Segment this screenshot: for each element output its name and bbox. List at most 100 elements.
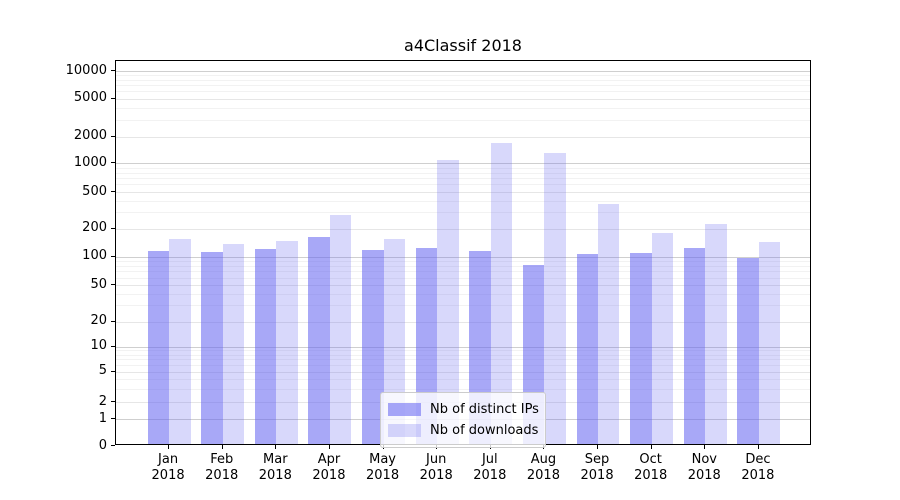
y-tick-label: 10000 [65, 62, 107, 78]
y-gridline [116, 163, 810, 165]
y-tick-label: 500 [82, 183, 107, 199]
y-gridline-minor [116, 388, 810, 390]
y-tick-label: 200 [82, 220, 107, 236]
y-tick-label: 5000 [73, 90, 107, 106]
bar-downloads-jan [169, 239, 191, 444]
bar-distinct-ips-dec [737, 258, 759, 444]
y-tick-mark [111, 401, 115, 402]
y-tick-label: 0 [98, 437, 107, 453]
y-tick-label: 1 [98, 410, 107, 426]
y-gridline-minor [116, 79, 810, 81]
y-tick-mark [111, 284, 115, 285]
y-gridline [116, 321, 810, 323]
y-gridline [116, 228, 810, 230]
x-tick-label-mar: Mar 2018 [258, 452, 292, 483]
x-tick-label-may: May 2018 [366, 452, 400, 483]
x-tick-mark [221, 445, 223, 449]
y-gridline-minor [116, 172, 810, 174]
y-gridline-minor [116, 260, 810, 262]
y-tick-label: 50 [90, 276, 107, 292]
y-tick-mark [111, 345, 115, 347]
x-tick-mark [704, 445, 706, 449]
y-gridline-minor [116, 119, 810, 121]
y-tick-mark [111, 227, 115, 229]
x-tick-label-oct: Oct 2018 [634, 452, 668, 483]
legend-label-downloads: Nb of downloads [430, 423, 539, 438]
bar-downloads-nov [705, 224, 727, 444]
x-tick-label-nov: Nov 2018 [687, 452, 721, 483]
y-gridline [116, 192, 810, 193]
bar-distinct-ips-oct [630, 252, 652, 444]
y-gridline-minor [116, 212, 810, 214]
y-tick-label: 2000 [73, 128, 107, 143]
y-tick-mark [111, 191, 115, 192]
y-tick-mark [111, 320, 115, 322]
plot-area: Nb of distinct IPs Nb of downloads [115, 60, 811, 448]
x-tick-mark [328, 445, 330, 449]
x-tick-mark [757, 445, 759, 449]
bar-downloads-jul [490, 142, 513, 444]
y-gridline [116, 371, 810, 373]
y-tick-mark [111, 70, 115, 71]
y-gridline-minor [116, 265, 810, 267]
x-tick-mark [275, 445, 277, 449]
bar-downloads-oct [651, 233, 674, 444]
y-gridline-minor [116, 178, 810, 180]
bar-downloads-dec [758, 241, 781, 444]
legend-label-distinct-ips: Nb of distinct IPs [430, 402, 539, 417]
y-gridline [116, 256, 810, 258]
y-tick-label: 100 [82, 248, 107, 263]
legend: Nb of distinct IPs Nb of downloads [380, 392, 546, 448]
y-gridline-minor [116, 359, 810, 361]
y-tick-mark [111, 445, 115, 446]
y-gridline-minor [116, 350, 810, 352]
y-gridline-minor [116, 167, 810, 169]
y-gridline-minor [116, 200, 810, 202]
x-tick-mark [650, 445, 652, 449]
y-gridline [116, 136, 810, 138]
y-tick-label: 20 [90, 313, 107, 329]
bar-distinct-ips-nov [683, 247, 706, 444]
y-gridline-minor [116, 354, 810, 356]
y-gridline-minor [116, 293, 810, 295]
y-gridline-minor [116, 85, 810, 87]
y-gridline-minor [116, 91, 810, 93]
y-tick-mark [111, 418, 115, 419]
x-tick-label-jan: Jan 2018 [151, 452, 185, 483]
bar-downloads-mar [276, 240, 298, 444]
y-tick-mark [111, 255, 115, 257]
y-gridline [116, 285, 810, 286]
y-gridline-minor [116, 305, 810, 307]
legend-swatch-distinct-ips [388, 403, 421, 416]
legend-item-downloads: Nb of downloads [388, 420, 539, 441]
y-gridline-minor [116, 271, 810, 273]
x-tick-label-sep: Sep 2018 [580, 452, 614, 483]
x-tick-label-jul: Jul 2018 [473, 452, 507, 483]
y-tick-label: 1000 [73, 154, 107, 170]
x-tick-label-feb: Feb 2018 [205, 452, 239, 483]
x-tick-label-aug: Aug 2018 [526, 452, 560, 483]
bar-downloads-apr [329, 215, 352, 444]
y-gridline-minor [116, 277, 810, 279]
bar-downloads-aug [544, 153, 566, 444]
y-tick-mark [111, 370, 115, 372]
y-tick-label: 10 [90, 338, 107, 354]
x-tick-label-apr: Apr 2018 [312, 452, 346, 483]
chart-title: a4Classif 2018 [404, 36, 522, 55]
x-tick-mark [597, 445, 599, 449]
y-gridline-minor [116, 107, 810, 109]
bar-downloads-feb [222, 244, 245, 444]
bar-distinct-ips-sep [576, 253, 599, 444]
y-tick-mark [111, 97, 115, 99]
bar-distinct-ips-jan [147, 250, 170, 444]
bar-distinct-ips-apr [308, 236, 330, 444]
y-gridline [116, 71, 810, 72]
y-tick-mark [111, 162, 115, 164]
bar-downloads-sep [598, 204, 620, 444]
y-gridline-minor [116, 378, 810, 380]
y-tick-label: 2 [98, 393, 107, 409]
y-gridline [116, 346, 810, 348]
y-gridline [116, 98, 810, 100]
bar-downloads-jun [437, 159, 459, 444]
